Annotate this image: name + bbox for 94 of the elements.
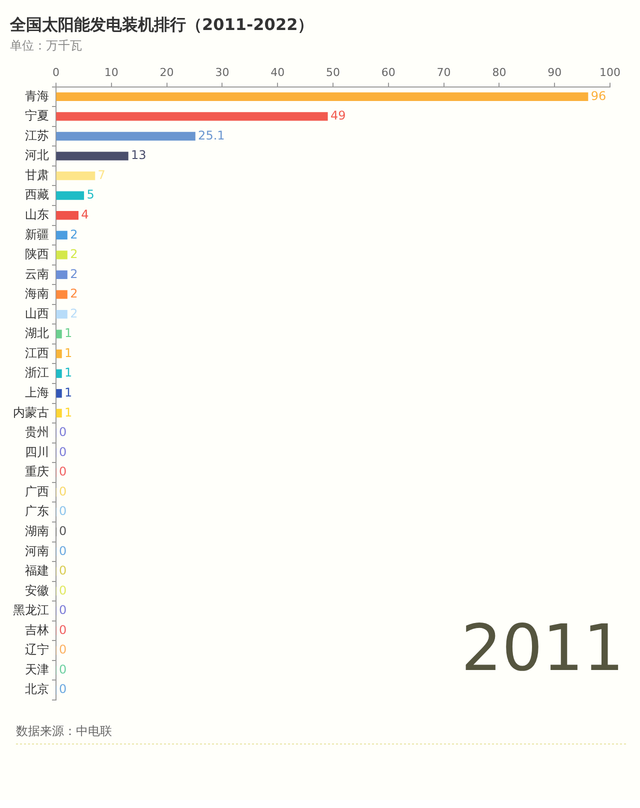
bar <box>56 112 328 121</box>
chart-title: 全国太阳能发电装机排行（2011-2022） <box>9 14 314 34</box>
bar <box>56 408 62 418</box>
x-tick-label: 30 <box>215 66 230 80</box>
data-label: 1 <box>64 405 72 420</box>
y-tick-label: 河南 <box>25 544 49 558</box>
y-tick-label: 北京 <box>25 682 49 696</box>
data-label: 1 <box>64 386 72 400</box>
data-label: 0 <box>59 622 67 637</box>
data-label: 0 <box>59 464 67 479</box>
data-label: 25.1 <box>198 128 225 142</box>
bar <box>56 152 128 160</box>
data-label: 0 <box>59 444 67 459</box>
bar <box>56 250 68 260</box>
data-label: 4 <box>81 208 89 222</box>
y-tick-label: 海南 <box>25 286 49 301</box>
y-tick-label: 内蒙古 <box>13 405 49 420</box>
data-label: 2 <box>70 286 78 301</box>
y-tick-label: 江苏 <box>25 128 49 142</box>
data-label: 7 <box>98 168 106 182</box>
y-tick-label: 湖北 <box>25 326 49 340</box>
source-note: 数据来源：中电联 <box>16 724 112 738</box>
annotation: 2011 <box>461 612 624 686</box>
y-tick-label: 天津 <box>25 662 49 676</box>
y-tick-label: 上海 <box>25 386 49 400</box>
data-label: 2 <box>70 266 78 281</box>
x-tick-label: 80 <box>492 66 506 80</box>
y-tick-label: 贵州 <box>25 425 49 440</box>
data-label: 1 <box>64 326 72 340</box>
y-tick-label: 湖南 <box>25 524 49 538</box>
x-tick-label: 100 <box>600 66 620 80</box>
x-tick-label: 20 <box>160 66 174 80</box>
bar <box>56 389 62 398</box>
chart-subtitle: 单位：万千瓦 <box>10 38 82 53</box>
data-label: 0 <box>59 484 67 498</box>
data-label: 0 <box>59 425 67 440</box>
y-tick-label: 西藏 <box>25 188 49 202</box>
bar <box>56 191 84 200</box>
data-label: 0 <box>59 603 67 618</box>
x-tick-label: 70 <box>436 66 451 80</box>
y-tick-label: 重庆 <box>25 464 49 479</box>
data-label: 0 <box>59 544 67 558</box>
y-tick-label: 山西 <box>25 306 49 320</box>
y-tick-label: 河北 <box>25 148 49 162</box>
bar <box>56 270 68 280</box>
data-label: 0 <box>59 524 67 538</box>
y-tick-label: 安徽 <box>25 583 49 598</box>
data-label: 0 <box>59 583 67 598</box>
data-label: 0 <box>59 662 67 676</box>
data-label: 96 <box>590 88 606 103</box>
bar <box>56 171 96 180</box>
y-tick-label: 黑龙江 <box>13 603 49 618</box>
y-tick-label: 福建 <box>25 564 49 578</box>
y-tick-label: 广西 <box>25 484 49 498</box>
data-label: 0 <box>59 642 67 657</box>
x-tick-label: 60 <box>381 66 396 80</box>
x-tick-label: 40 <box>270 66 285 80</box>
bar <box>56 132 196 141</box>
y-tick-label: 江西 <box>25 346 49 360</box>
bar <box>56 330 62 338</box>
data-label: 0 <box>59 682 67 696</box>
bar <box>56 92 588 102</box>
y-tick-label: 新疆 <box>25 227 49 242</box>
x-tick-label: 0 <box>52 66 60 80</box>
data-label: 0 <box>59 564 67 578</box>
bar <box>56 350 62 358</box>
x-tick-label: 50 <box>326 66 340 80</box>
bar <box>56 230 68 240</box>
data-label: 2 <box>70 306 78 320</box>
data-label: 1 <box>64 366 72 380</box>
x-tick-label: 90 <box>548 66 562 80</box>
data-label: 0 <box>59 504 67 518</box>
bar <box>56 211 78 220</box>
y-tick-label: 甘肃 <box>25 168 49 182</box>
y-tick-label: 浙江 <box>25 366 49 380</box>
bar <box>56 369 62 378</box>
y-tick-label: 辽宁 <box>25 642 49 657</box>
data-label: 2 <box>70 247 78 262</box>
data-label: 49 <box>330 108 346 123</box>
y-tick-label: 吉林 <box>25 622 49 637</box>
data-label: 2 <box>70 227 78 242</box>
data-label: 1 <box>64 346 72 360</box>
y-tick-label: 云南 <box>25 266 49 281</box>
data-label: 5 <box>86 188 94 202</box>
y-tick-label: 青海 <box>25 88 49 103</box>
y-tick-label: 四川 <box>25 444 49 459</box>
y-tick-label: 陕西 <box>25 247 49 262</box>
x-tick-label: 10 <box>104 66 118 80</box>
bar <box>56 310 68 319</box>
y-tick-label: 广东 <box>25 504 49 518</box>
y-tick-label: 山东 <box>25 208 49 222</box>
data-label: 13 <box>131 148 146 162</box>
y-tick-label: 宁夏 <box>25 108 49 123</box>
bar <box>56 290 68 299</box>
